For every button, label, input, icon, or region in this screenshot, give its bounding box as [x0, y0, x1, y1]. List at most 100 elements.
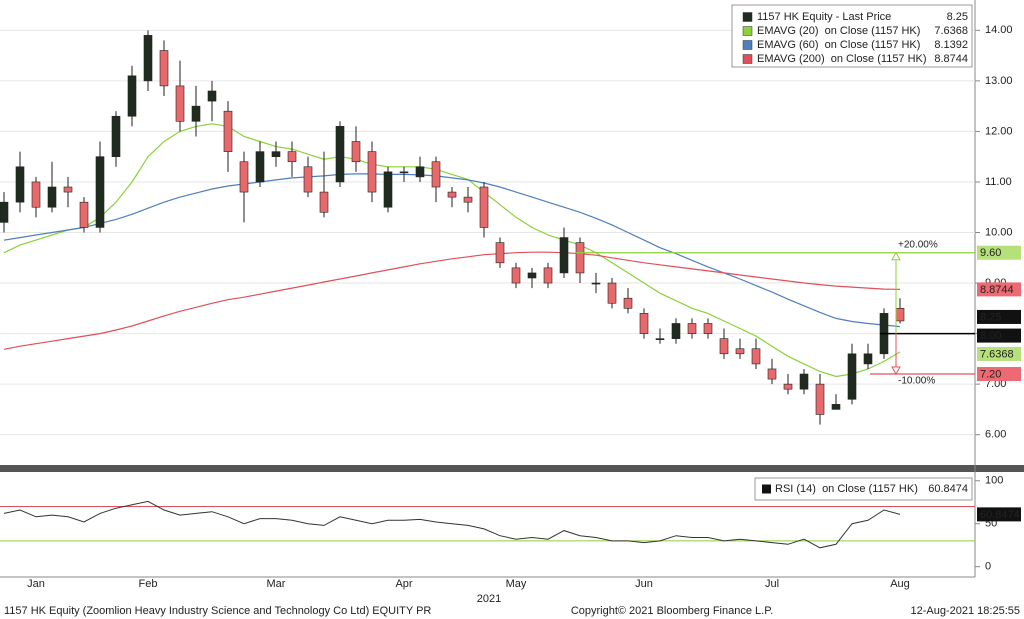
- candle-body: [527, 272, 537, 279]
- candle-body: [559, 237, 569, 274]
- candle-body: [719, 338, 729, 355]
- candle-body: [47, 186, 57, 208]
- candle-body: [207, 90, 217, 102]
- y-tick-label: 14.00: [985, 24, 1013, 36]
- candle-body: [783, 383, 793, 390]
- candle-body: [671, 323, 681, 339]
- legend-label: EMAVG (200) on Close (1157 HK): [757, 53, 927, 65]
- level-annotation: -10.00%: [898, 376, 935, 387]
- last-value-label-box: [977, 346, 1021, 361]
- candle-body: [767, 368, 777, 380]
- x-tick-label: Mar: [267, 578, 286, 590]
- candle-body: [751, 348, 761, 365]
- y-tick-label: 100: [985, 475, 1003, 487]
- candle-body: [175, 85, 185, 122]
- y-tick-label: 12.00: [985, 125, 1013, 137]
- last-value-label: 8.8744: [980, 284, 1014, 296]
- x-tick-label: Jan: [27, 578, 45, 590]
- candle-body: [831, 404, 841, 410]
- legend-box: [754, 477, 973, 501]
- candle-body: [271, 151, 281, 157]
- x-tick-label: Feb: [139, 578, 158, 590]
- legend-value: 8.8744: [934, 53, 968, 65]
- y-tick-label: 11.00: [985, 176, 1012, 188]
- candle-body: [15, 166, 25, 203]
- candle-body: [655, 338, 665, 340]
- arrow-head: [891, 251, 901, 261]
- candle-body: [351, 141, 361, 163]
- candle-body: [399, 171, 409, 174]
- legend-value: 8.25: [947, 11, 968, 23]
- y-tick-label: 7.00: [985, 378, 1006, 390]
- legend-swatch: [742, 54, 753, 64]
- last-value-label-box: [977, 282, 1021, 297]
- candle-body: [287, 151, 297, 163]
- x-tick-label: Jul: [765, 578, 779, 590]
- footer-center: Copyright© 2021 Bloomberg Finance L.P.: [571, 605, 773, 617]
- level-label: 8.00: [980, 330, 1001, 342]
- level-label-box: [977, 328, 1021, 343]
- candle-body: [591, 282, 601, 285]
- candle-body: [895, 308, 905, 322]
- legend-swatch: [742, 40, 753, 50]
- legend-swatch: [742, 12, 753, 22]
- candle-body: [735, 348, 745, 355]
- ema-line: [3, 251, 901, 350]
- candle-body: [303, 166, 313, 193]
- last-price-label-box: [977, 309, 1021, 324]
- candle-body: [239, 161, 249, 193]
- rsi-line: [3, 500, 901, 549]
- legend-value: 7.6368: [934, 25, 968, 37]
- candle-body: [335, 126, 345, 183]
- x-axis-year: 2021: [477, 593, 501, 605]
- candle-body: [31, 181, 41, 208]
- legend-value: 60.8474: [928, 483, 968, 495]
- ema-line: [3, 123, 901, 378]
- legend-label: EMAVG (60) on Close (1157 HK): [757, 39, 920, 51]
- last-value-label: 60.8474: [980, 509, 1020, 521]
- candle-body: [79, 201, 89, 228]
- candle-body: [0, 201, 9, 223]
- footer-right: 12-Aug-2021 18:25:55: [911, 605, 1020, 617]
- x-tick-label: Apr: [395, 578, 412, 590]
- candle-body: [447, 191, 457, 198]
- legend-swatch: [762, 484, 771, 494]
- candle-body: [543, 267, 553, 284]
- panel-divider: [0, 465, 1024, 472]
- candle-body: [111, 115, 121, 157]
- candle-body: [703, 323, 713, 334]
- legend-label: RSI (14) on Close (1157 HK): [775, 483, 918, 495]
- candle-body: [847, 353, 857, 400]
- candle-body: [863, 353, 873, 365]
- arrow-head: [891, 366, 901, 376]
- candle-body: [575, 242, 585, 274]
- candle-body: [687, 323, 697, 334]
- candle-body: [431, 161, 441, 188]
- legend-value: 8.1392: [934, 39, 968, 51]
- candle-body: [495, 242, 505, 264]
- level-label-box: [977, 245, 1021, 260]
- candle-body: [415, 166, 425, 178]
- candle-body: [799, 373, 809, 390]
- candle-body: [383, 171, 393, 208]
- x-tick-label: May: [506, 578, 527, 590]
- candle-body: [159, 50, 169, 87]
- y-tick-label: 0: [985, 561, 991, 573]
- ema-line: [3, 173, 901, 328]
- candle-body: [463, 196, 473, 203]
- candle-body: [95, 156, 105, 228]
- legend-label: EMAVG (20) on Close (1157 HK): [757, 25, 920, 37]
- candle-body: [191, 105, 201, 122]
- x-tick-label: Jun: [635, 578, 653, 590]
- level-annotation: +20.00%: [898, 239, 938, 250]
- candle-body: [255, 151, 265, 183]
- y-tick-label: 13.00: [985, 75, 1013, 87]
- footer-left: 1157 HK Equity (Zoomlion Heavy Industry …: [4, 605, 431, 617]
- legend-label: 1157 HK Equity - Last Price: [757, 11, 891, 23]
- level-label-box: [977, 367, 1021, 382]
- last-price-label: 8.25: [980, 311, 1001, 323]
- candle-body: [639, 313, 649, 334]
- candle-body: [143, 35, 153, 82]
- candle-body: [815, 383, 825, 415]
